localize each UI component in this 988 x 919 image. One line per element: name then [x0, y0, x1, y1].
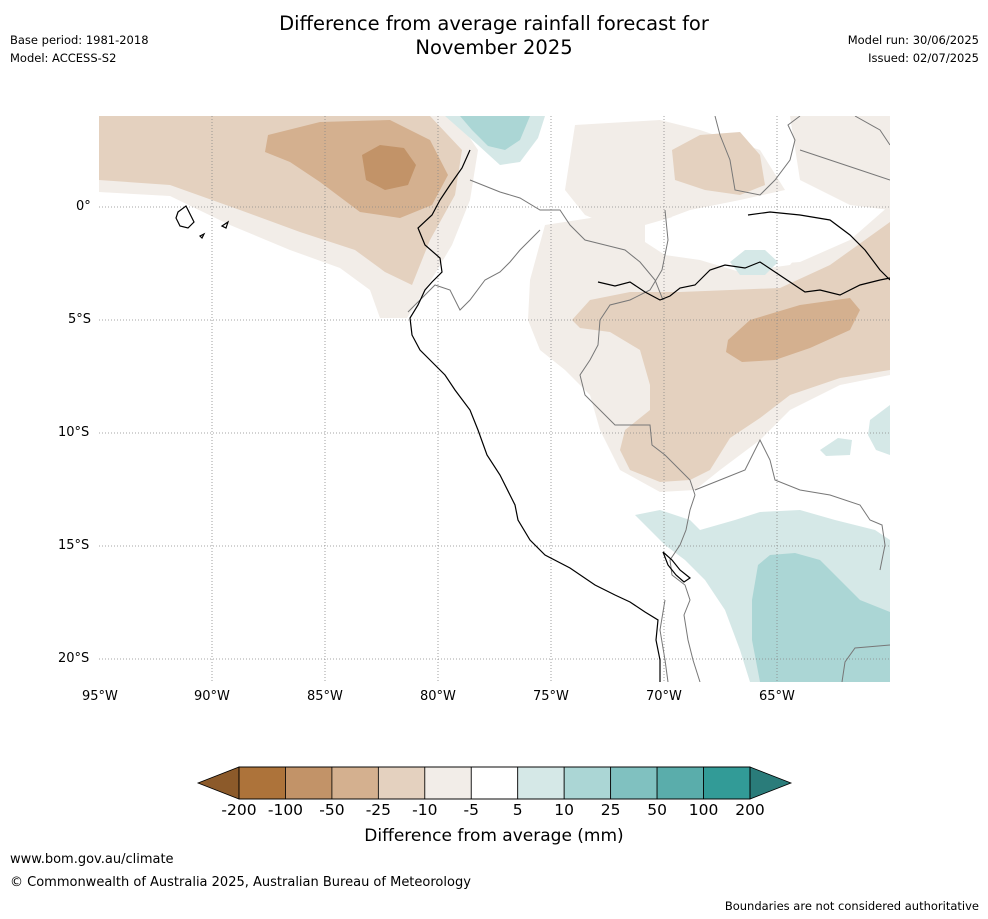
- colorbar-tick-label: -25: [365, 801, 392, 819]
- model-name: Model: ACCESS-S2: [10, 51, 117, 65]
- meta-left: Base period: 1981-2018 Model: ACCESS-S2: [10, 31, 149, 67]
- colorbar-cell: [610, 766, 658, 800]
- colorbar-cell: [238, 766, 286, 800]
- border-bolivia-brazil: [694, 438, 886, 571]
- wet-region-east-small: [820, 438, 852, 456]
- coastline-pacific: [409, 149, 661, 682]
- colorbar-tick-label: 25: [600, 801, 621, 819]
- wet-region-small-north: [730, 250, 778, 275]
- issued-date: Issued: 02/07/2025: [868, 51, 979, 65]
- border-bolivia-paraguay: [841, 644, 890, 682]
- country-borders: [407, 116, 890, 682]
- dry-region-ne-inner: [672, 132, 765, 195]
- model-run: Model run: 30/06/2025: [847, 33, 979, 47]
- lat-label-0: 0°: [76, 199, 91, 214]
- website-link[interactable]: www.bom.gov.au/climate: [10, 852, 174, 867]
- colorbar-tick-label: 100: [688, 801, 719, 819]
- colorbar-extend-high: [749, 766, 793, 800]
- base-period: Base period: 1981-2018: [10, 33, 149, 47]
- lon-label-95w: 95°W: [82, 689, 118, 704]
- graticule: [99, 116, 890, 682]
- border-ecuador-colombia: [469, 179, 664, 301]
- dry-region-nw-inner: [265, 120, 448, 218]
- border-colombia-venezuela: [714, 116, 801, 196]
- colorbar-cell: [517, 766, 565, 800]
- lat-label-10s: 10°S: [58, 425, 90, 440]
- coastline: [175, 149, 890, 682]
- colorbar-tick-label: -100: [267, 801, 304, 819]
- colorbar-tick-label: 50: [647, 801, 667, 819]
- colorbar-cell: [377, 766, 426, 800]
- wet-region-south-inner: [752, 553, 890, 682]
- border-venezuela-brazil: [799, 149, 890, 181]
- colorbar-cell: [424, 766, 472, 800]
- galapagos-islands: [175, 205, 230, 240]
- colorbar-cell: [331, 766, 379, 800]
- colorbar-cell: [656, 766, 704, 800]
- coastline-northeast: [747, 211, 890, 281]
- border-ecuador-peru: [407, 229, 541, 313]
- meta-right: Model run: 30/06/2025 Issued: 02/07/2025: [848, 31, 979, 67]
- map-area: [99, 116, 890, 682]
- colorbar-tick-label: 5: [512, 801, 523, 819]
- lat-label-15s: 15°S: [58, 538, 90, 553]
- lon-label-65w: 65°W: [759, 689, 795, 704]
- dry-region-ne-outer: [582, 116, 890, 210]
- border-venezuela-guyana: [854, 116, 890, 146]
- dry-region-central-inner: [726, 298, 860, 362]
- lon-label-70w: 70°W: [646, 689, 682, 704]
- colorbar-cell: [563, 766, 612, 800]
- border-colombia-brazil: [579, 209, 696, 496]
- colorbar-extend-low: [196, 766, 240, 800]
- wet-region-north-inner: [460, 116, 530, 150]
- lon-label-85w: 85°W: [307, 689, 343, 704]
- colorbar-outline: [238, 766, 751, 800]
- colorbar-cell: [285, 766, 333, 800]
- border-peru-bolivia: [669, 494, 701, 682]
- colorbar-cell: [703, 766, 751, 800]
- colorbar-cells: [238, 766, 751, 800]
- colorbar-tick-label: -10: [412, 801, 438, 819]
- border-chile-argentina: [659, 599, 669, 682]
- lake-titicaca: [662, 551, 692, 583]
- colorbar-tick-label: 10: [554, 801, 575, 819]
- colorbar-tick-label: -5: [463, 801, 479, 819]
- colorbar-tick-label: -50: [319, 801, 345, 819]
- lon-label-90w: 90°W: [194, 689, 230, 704]
- lat-label-20s: 20°S: [58, 651, 90, 666]
- copyright-text: © Commonwealth of Australia 2025, Austra…: [10, 875, 471, 890]
- wet-region-east-edge: [868, 405, 890, 455]
- lon-label-80w: 80°W: [420, 689, 456, 704]
- colorbar-tick-label: -200: [221, 801, 257, 819]
- lon-label-75w: 75°W: [533, 689, 569, 704]
- amazon-river: [597, 261, 890, 301]
- colorbar-cell: [470, 766, 519, 800]
- colorbar-title: Difference from average (mm): [364, 826, 624, 846]
- colorbar-tick-label: 200: [735, 801, 765, 819]
- dry-region-nw-core: [362, 145, 416, 190]
- boundary-note: Boundaries are not considered authoritat…: [724, 899, 979, 913]
- title-line-2: November 2025: [415, 36, 573, 59]
- colorbar: [196, 766, 793, 800]
- lat-label-5s: 5°S: [68, 312, 92, 327]
- map-title: Difference from average rainfall forecas…: [0, 12, 988, 60]
- title-line-1: Difference from average rainfall forecas…: [279, 12, 709, 35]
